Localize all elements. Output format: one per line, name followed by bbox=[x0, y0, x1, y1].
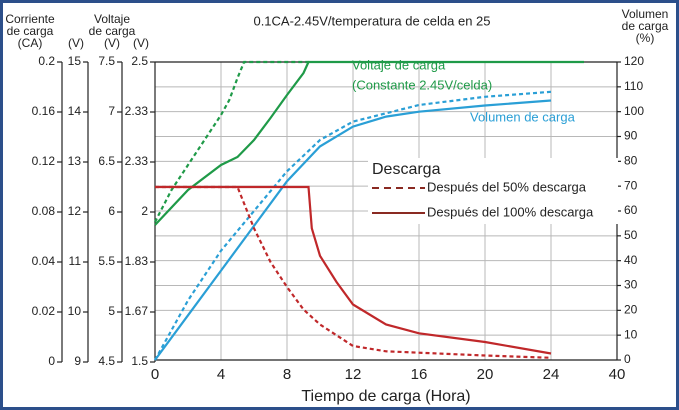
legend-title: Descarga bbox=[372, 161, 441, 178]
y2-tick-label: 80 bbox=[624, 154, 638, 168]
left-tick-label: 6 bbox=[108, 204, 115, 218]
left-tick-label: 2.33 bbox=[125, 154, 149, 168]
left-header: de carga bbox=[89, 24, 136, 38]
x-tick-label: 4 bbox=[217, 366, 225, 383]
series-line bbox=[154, 99, 552, 361]
left-tick-label: 12 bbox=[68, 204, 82, 218]
annotation: Volumen de carga bbox=[470, 109, 576, 124]
x-axis-label: Tiempo de carga (Hora) bbox=[301, 388, 470, 405]
series-line bbox=[154, 60, 309, 223]
x-tick-label: 8 bbox=[283, 366, 291, 383]
left-tick-label: 0.16 bbox=[32, 104, 56, 118]
left-tick-label: 2.5 bbox=[131, 54, 148, 68]
left-header: (CA) bbox=[18, 36, 43, 50]
y2-header: de carga bbox=[622, 19, 669, 33]
x-tick-label: 0 bbox=[151, 366, 159, 383]
left-tick-label: 6.5 bbox=[98, 154, 115, 168]
y2-tick-label: 100 bbox=[624, 104, 644, 118]
y2-tick-label: 0 bbox=[624, 352, 631, 366]
left-header: Voltaje bbox=[94, 12, 130, 26]
series-line bbox=[154, 90, 552, 361]
left-tick-label: 9 bbox=[74, 354, 81, 368]
left-tick-label: 0.12 bbox=[32, 154, 56, 168]
left-header: (V) bbox=[104, 36, 120, 50]
y2-tick-label: 70 bbox=[624, 178, 638, 192]
left-tick-label: 10 bbox=[68, 304, 82, 318]
y2-tick-label: 20 bbox=[624, 303, 638, 317]
legend-label: Después del 50% descarga bbox=[427, 179, 587, 194]
y2-tick-label: 90 bbox=[624, 129, 638, 143]
left-tick-label: 11 bbox=[69, 254, 82, 268]
left-header: de carga bbox=[7, 24, 54, 38]
series-line bbox=[155, 185, 552, 355]
series-line bbox=[155, 185, 552, 359]
annotation: Voltaje de carga bbox=[352, 57, 446, 72]
left-tick-label: 2.33 bbox=[125, 104, 149, 118]
y2-tick-label: 120 bbox=[624, 54, 644, 68]
left-tick-label: 5.5 bbox=[98, 254, 115, 268]
left-tick-label: 1.67 bbox=[125, 304, 149, 318]
y2-header: Volumen bbox=[622, 7, 669, 21]
y2-tick-label: 10 bbox=[624, 327, 638, 341]
y2-tick-label: 40 bbox=[624, 253, 638, 267]
y2-tick-label: 30 bbox=[624, 278, 638, 292]
left-header: (V) bbox=[68, 36, 84, 50]
y2-tick-label: 50 bbox=[624, 228, 638, 242]
left-tick-label: 0.04 bbox=[32, 254, 56, 268]
left-tick-label: 15 bbox=[68, 54, 82, 68]
legend-label: Después del 100% descarga bbox=[427, 204, 594, 219]
left-tick-label: 0 bbox=[48, 354, 55, 368]
annotation: (Constante 2.45V/celda) bbox=[352, 77, 492, 92]
left-tick-label: 7.5 bbox=[98, 54, 115, 68]
y2-tick-label: 110 bbox=[624, 79, 643, 93]
left-tick-label: 7 bbox=[108, 104, 115, 118]
x-tick-label: 12 bbox=[345, 366, 362, 383]
y2-header: (%) bbox=[636, 31, 655, 45]
x-tick-label: 20 bbox=[477, 366, 494, 383]
left-tick-label: 0.02 bbox=[32, 304, 56, 318]
left-header: (V) bbox=[133, 36, 149, 50]
chart-title: 0.1CA-2.45V/temperatura de celda en 25 bbox=[253, 13, 490, 28]
left-tick-label: 1.5 bbox=[131, 354, 148, 368]
left-tick-label: 1.83 bbox=[125, 254, 149, 268]
left-tick-label: 0.08 bbox=[32, 204, 56, 218]
left-tick-label: 2 bbox=[141, 204, 148, 218]
x-tick-label: 16 bbox=[411, 366, 428, 383]
left-tick-label: 5 bbox=[108, 304, 115, 318]
y2-tick-label: 60 bbox=[624, 203, 638, 217]
left-tick-label: 14 bbox=[68, 104, 82, 118]
left-tick-label: 0.2 bbox=[38, 54, 55, 68]
series-line bbox=[154, 60, 584, 226]
left-tick-label: 4.5 bbox=[98, 354, 115, 368]
x-tick-label: 40 bbox=[609, 366, 626, 383]
left-header: Corriente bbox=[5, 12, 55, 26]
left-tick-label: 13 bbox=[68, 154, 82, 168]
x-tick-label: 24 bbox=[543, 366, 560, 383]
